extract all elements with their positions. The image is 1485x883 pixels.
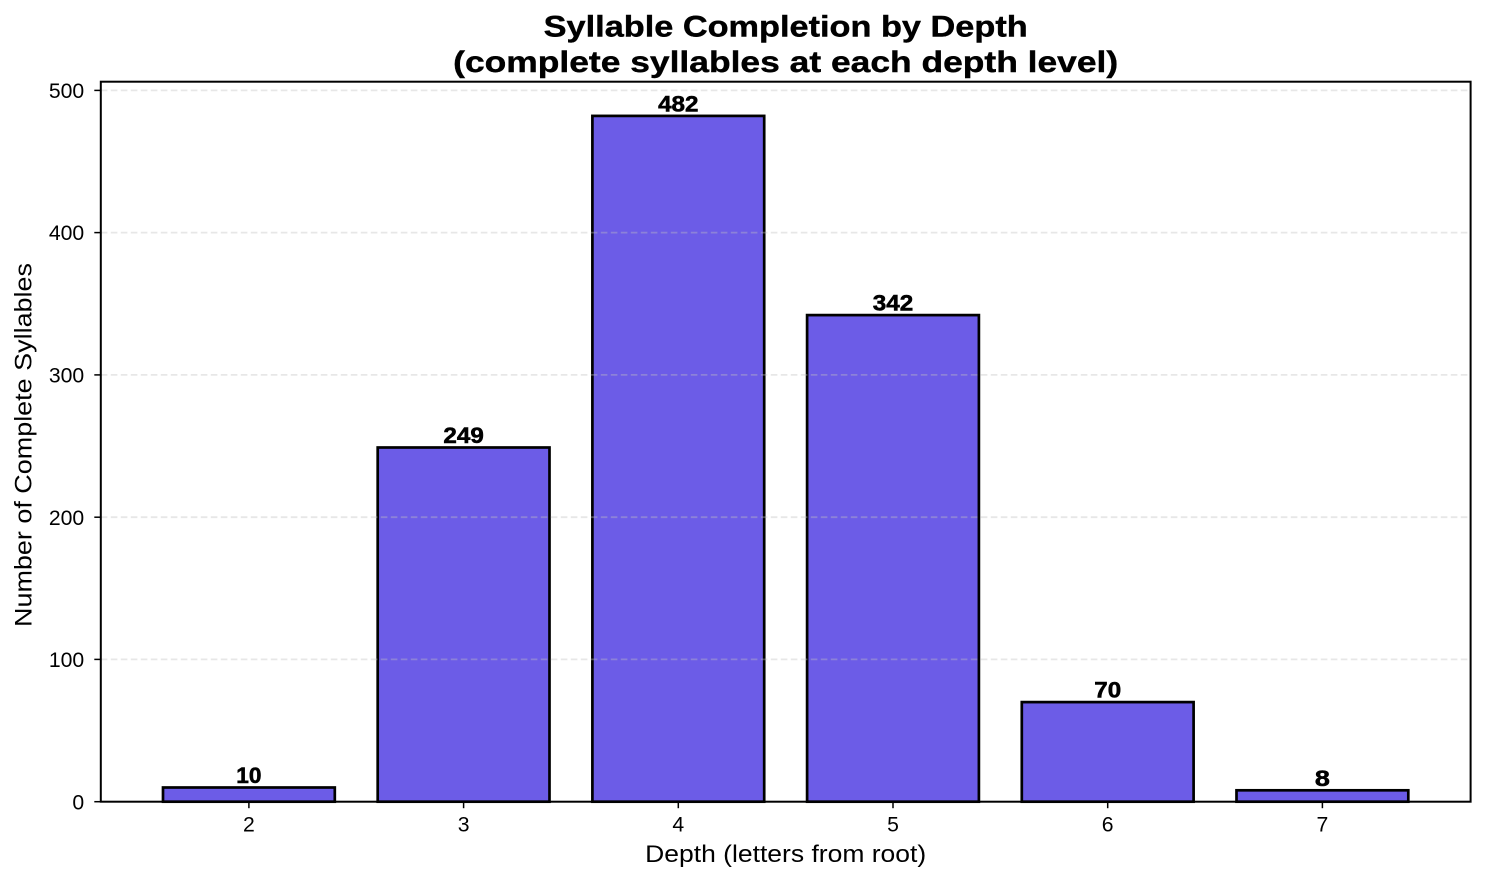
svg-text:3: 3 <box>458 814 470 837</box>
svg-text:Depth (letters from root): Depth (letters from root) <box>645 842 926 868</box>
svg-text:7: 7 <box>1317 814 1329 837</box>
svg-text:70: 70 <box>1094 678 1121 703</box>
svg-text:200: 200 <box>49 507 84 530</box>
svg-text:249: 249 <box>443 423 483 448</box>
svg-text:6: 6 <box>1102 814 1114 837</box>
svg-text:0: 0 <box>72 791 84 814</box>
svg-text:482: 482 <box>658 92 698 117</box>
svg-text:8: 8 <box>1315 766 1330 791</box>
svg-text:2: 2 <box>243 814 255 837</box>
svg-text:Syllable Completion by Depth: Syllable Completion by Depth <box>544 10 1028 43</box>
svg-text:5: 5 <box>887 814 899 837</box>
svg-text:4: 4 <box>672 814 684 837</box>
svg-text:10: 10 <box>236 763 261 788</box>
svg-text:300: 300 <box>49 365 84 388</box>
svg-text:100: 100 <box>49 649 84 672</box>
svg-text:400: 400 <box>49 222 84 245</box>
svg-text:Number of Complete Syllables: Number of Complete Syllables <box>12 263 38 627</box>
svg-text:342: 342 <box>873 291 913 316</box>
svg-text:(complete syllables at each de: (complete syllables at each depth level) <box>453 46 1118 79</box>
svg-text:500: 500 <box>49 80 84 103</box>
